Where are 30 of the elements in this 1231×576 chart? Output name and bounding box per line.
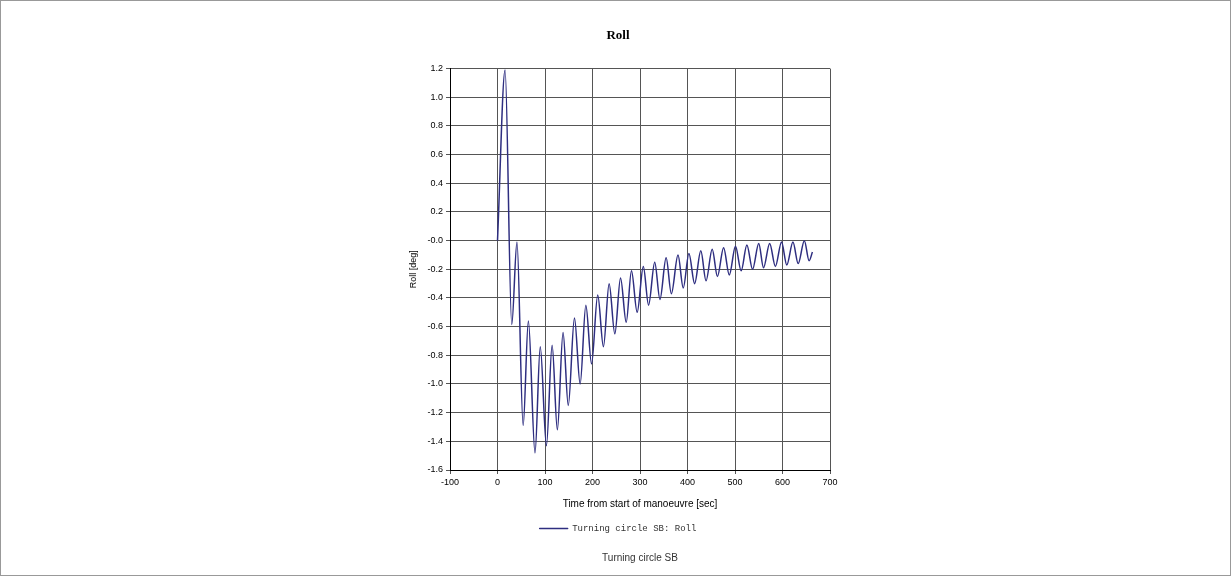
legend-label: Turning circle SB: Roll bbox=[572, 523, 697, 534]
text: Turning circle SB bbox=[602, 551, 679, 563]
line-series bbox=[496, 69, 814, 454]
y-tick-label: -0.0 bbox=[427, 235, 443, 246]
y-tick-label: 0.2 bbox=[430, 206, 443, 217]
chart-title: Roll bbox=[606, 27, 630, 43]
y-tick-label: -1.6 bbox=[427, 464, 443, 475]
x-axis-title: Time from start of manoeuvre [sec] bbox=[562, 497, 718, 509]
y-tick-label: -1.2 bbox=[427, 407, 443, 418]
y-tick-label: 1.2 bbox=[430, 63, 443, 74]
x-tick-label: 700 bbox=[822, 476, 838, 487]
y-tick-label: -1.4 bbox=[427, 435, 443, 446]
x-tick-label: 100 bbox=[537, 476, 553, 487]
y-tick-label: -0.4 bbox=[427, 292, 443, 303]
x-tick-label: 400 bbox=[679, 476, 696, 487]
x-tick-label: -100 bbox=[440, 476, 460, 487]
x-tick-label: 200 bbox=[584, 476, 601, 487]
y-tick-label: -0.2 bbox=[427, 263, 443, 274]
x-tick-label: 600 bbox=[774, 476, 791, 487]
y-tick-label: 0.6 bbox=[430, 149, 443, 160]
y-tick-label: -1.0 bbox=[427, 378, 443, 389]
y-tick-label: -0.8 bbox=[427, 349, 443, 360]
y-tick-label: 0.8 bbox=[430, 120, 443, 131]
x-tick-label: 300 bbox=[632, 476, 648, 487]
x-tick-label: 0 bbox=[494, 476, 501, 487]
x-tick-label: 500 bbox=[727, 476, 743, 487]
y-axis-title: Roll [deg] bbox=[407, 250, 418, 289]
y-tick-label: 0.4 bbox=[430, 177, 443, 188]
y-tick-label: -0.6 bbox=[427, 321, 443, 332]
y-tick-label: 1.0 bbox=[430, 91, 443, 102]
